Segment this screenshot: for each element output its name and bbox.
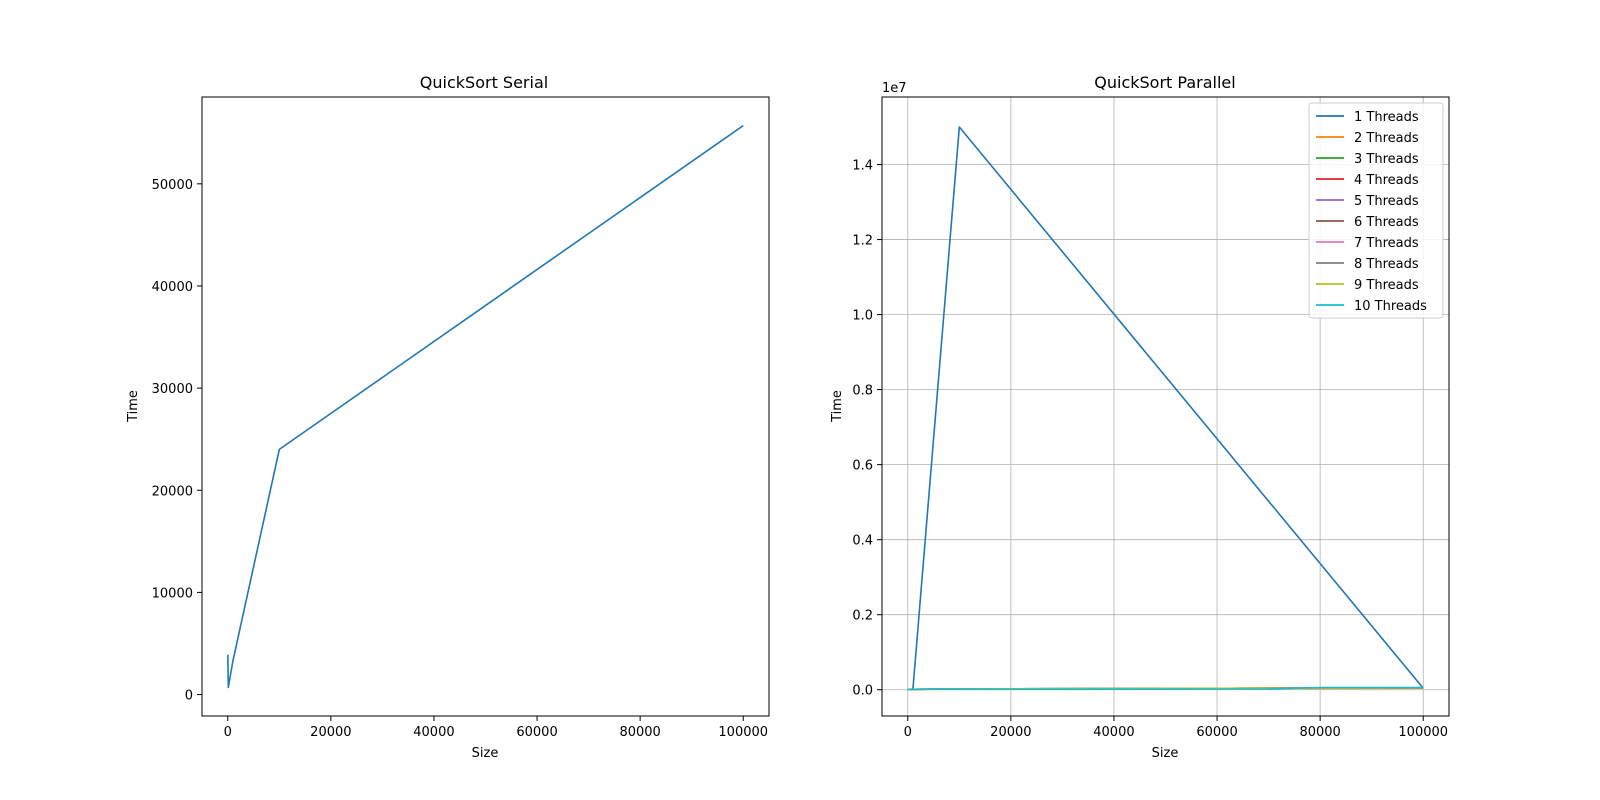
parallel-y-ticks: 0.0 0.2 0.4 0.6 0.8 1.0 1.2 1.4 bbox=[852, 159, 882, 699]
legend-label: 5 Threads bbox=[1354, 194, 1419, 209]
parallel-lines bbox=[907, 126, 1424, 691]
y-tick-label: 0.4 bbox=[852, 534, 873, 549]
serial-lines bbox=[227, 124, 744, 689]
y-tick-label: 0.0 bbox=[852, 684, 873, 699]
serial-axes-frame bbox=[201, 96, 770, 717]
x-tick-label: 100000 bbox=[1398, 725, 1448, 740]
y-tick-label: 10000 bbox=[152, 586, 193, 601]
x-tick-label: 20000 bbox=[310, 725, 351, 740]
y-tick-label: 1.0 bbox=[852, 309, 873, 324]
parallel-x-axis-label: Size bbox=[1152, 746, 1179, 761]
legend-box bbox=[1308, 102, 1444, 319]
serial-y-ticks: 0 10000 20000 30000 40000 50000 bbox=[152, 178, 202, 704]
legend-label: 7 Threads bbox=[1354, 236, 1419, 251]
series-line-10 bbox=[907, 686, 1424, 691]
x-tick-label: 40000 bbox=[1093, 725, 1134, 740]
legend-label: 2 Threads bbox=[1354, 131, 1419, 146]
legend-label: 3 Threads bbox=[1354, 152, 1419, 167]
y-tick-label: 40000 bbox=[152, 280, 193, 295]
legend-label: 9 Threads bbox=[1354, 278, 1419, 293]
y-tick-label: 20000 bbox=[152, 484, 193, 499]
parallel-x-ticks: 0 20000 40000 60000 80000 100000 bbox=[904, 716, 1448, 740]
serial-x-axis-label: Size bbox=[472, 746, 499, 761]
parallel-chart: QuickSort Parallel 0 20000 40000 60000 80000… bbox=[830, 73, 1450, 761]
parallel-legend: 1 Threads 2 Threads 3 Threads 4 Threads 5 Th… bbox=[1308, 102, 1444, 319]
serial-chart-title: QuickSort Serial bbox=[420, 73, 548, 92]
series-line-1 bbox=[227, 124, 744, 689]
y-tick-label: 1.4 bbox=[852, 159, 873, 174]
parallel-chart-title: QuickSort Parallel bbox=[1094, 73, 1235, 92]
y-tick-label: 50000 bbox=[152, 178, 193, 193]
x-tick-label: 80000 bbox=[619, 725, 660, 740]
y-tick-label: 1.2 bbox=[852, 234, 873, 249]
legend-label: 10 Threads bbox=[1354, 299, 1427, 314]
legend-label: 8 Threads bbox=[1354, 257, 1419, 272]
serial-chart: QuickSort Serial 0 20000 40000 60000 80000 10… bbox=[126, 73, 770, 761]
x-tick-label: 60000 bbox=[1196, 725, 1237, 740]
parallel-offset-label: 1e7 bbox=[882, 81, 907, 96]
serial-x-ticks: 0 20000 40000 60000 80000 100000 bbox=[224, 716, 768, 740]
parallel-axes-frame bbox=[881, 96, 1450, 717]
y-tick-label: 0.2 bbox=[852, 609, 873, 624]
x-tick-label: 80000 bbox=[1299, 725, 1340, 740]
x-tick-label: 40000 bbox=[413, 725, 454, 740]
y-tick-label: 0.8 bbox=[852, 384, 873, 399]
legend-label: 1 Threads bbox=[1354, 110, 1419, 125]
y-tick-label: 0.6 bbox=[852, 459, 873, 474]
x-tick-label: 0 bbox=[224, 725, 232, 740]
y-tick-label: 30000 bbox=[152, 382, 193, 397]
x-tick-label: 0 bbox=[904, 725, 912, 740]
x-tick-label: 60000 bbox=[516, 725, 557, 740]
y-tick-label: 0 bbox=[185, 689, 193, 704]
legend-label: 6 Threads bbox=[1354, 215, 1419, 230]
x-tick-label: 100000 bbox=[718, 725, 768, 740]
serial-y-axis-label: Time bbox=[126, 390, 141, 423]
parallel-y-axis-label: Time bbox=[830, 390, 845, 423]
x-tick-label: 20000 bbox=[990, 725, 1031, 740]
legend-label: 4 Threads bbox=[1354, 173, 1419, 188]
